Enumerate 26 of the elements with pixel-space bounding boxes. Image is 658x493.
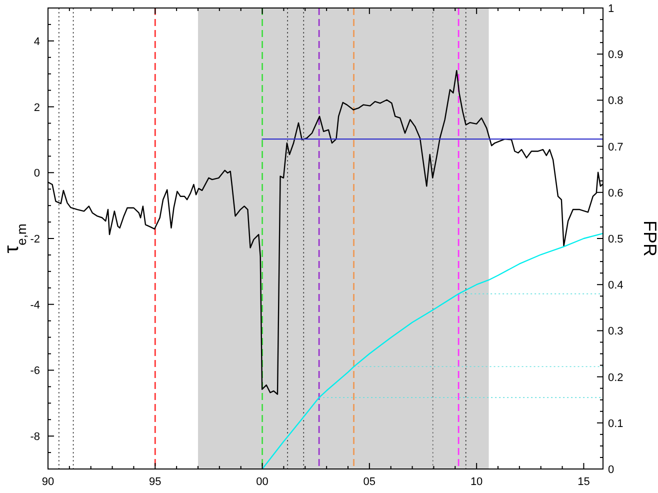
x-tick-label: 05 xyxy=(363,476,376,488)
y-tick-label: 0 xyxy=(34,168,40,180)
y2-tick-label: 0.5 xyxy=(608,234,624,246)
y2-tick-label: 0.2 xyxy=(608,372,624,384)
y2-tick-label: 0 xyxy=(608,464,614,476)
y-tick-label: -4 xyxy=(30,299,40,312)
y-tick-label: 2 xyxy=(34,102,40,114)
x-tick-label: 90 xyxy=(42,476,54,488)
y2-tick-label: 0.4 xyxy=(608,280,624,292)
y-tick-label: -6 xyxy=(30,365,40,378)
x-tick-label: 95 xyxy=(149,476,162,488)
y2-tick-label: 0.7 xyxy=(608,141,624,154)
y2-tick-label: 0.1 xyxy=(608,418,624,430)
y2-tick-label: 0.6 xyxy=(608,187,624,200)
y2-tick-label: 0.8 xyxy=(608,95,624,108)
y-tick-label: 4 xyxy=(34,36,40,48)
y2-tick-label: 0.3 xyxy=(608,326,624,338)
x-tick-label: 10 xyxy=(470,476,483,488)
x-tick-label: 15 xyxy=(578,476,590,488)
y-tick-label: -8 xyxy=(30,431,40,444)
y2-tick-label: 0.9 xyxy=(608,49,624,62)
x-tick-label: 00 xyxy=(256,476,268,488)
y-tick-label: -2 xyxy=(30,234,40,246)
y2-axis-title: FPR xyxy=(640,220,658,256)
y2-tick-label: 1 xyxy=(608,3,614,15)
line-series xyxy=(262,232,604,470)
